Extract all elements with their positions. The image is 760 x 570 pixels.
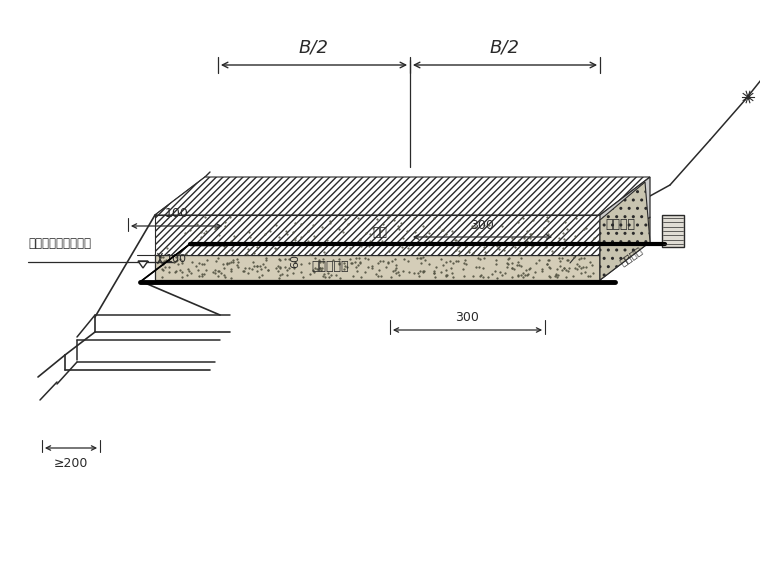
Text: 300: 300 — [470, 219, 495, 232]
Text: 级配回填: 级配回填 — [618, 244, 644, 267]
Polygon shape — [155, 177, 650, 215]
Polygon shape — [155, 215, 600, 255]
Text: 60: 60 — [290, 254, 300, 268]
Polygon shape — [138, 261, 148, 268]
Text: 路面: 路面 — [372, 226, 388, 239]
Polygon shape — [600, 217, 650, 280]
Polygon shape — [662, 215, 684, 247]
Text: 100: 100 — [166, 254, 187, 263]
Text: B/2: B/2 — [299, 39, 329, 57]
Polygon shape — [600, 182, 650, 280]
Polygon shape — [155, 255, 600, 280]
Text: 300: 300 — [455, 311, 480, 324]
Text: 土工格栈: 土工格栈 — [605, 218, 635, 230]
Polygon shape — [600, 177, 650, 255]
Text: 100: 100 — [165, 207, 188, 220]
Polygon shape — [155, 217, 650, 255]
Text: 路床处理层: 路床处理层 — [312, 260, 349, 273]
Text: 路面底基层基底标高: 路面底基层基底标高 — [28, 237, 91, 250]
Text: B/2: B/2 — [490, 39, 520, 57]
Text: ≥200: ≥200 — [54, 457, 88, 470]
